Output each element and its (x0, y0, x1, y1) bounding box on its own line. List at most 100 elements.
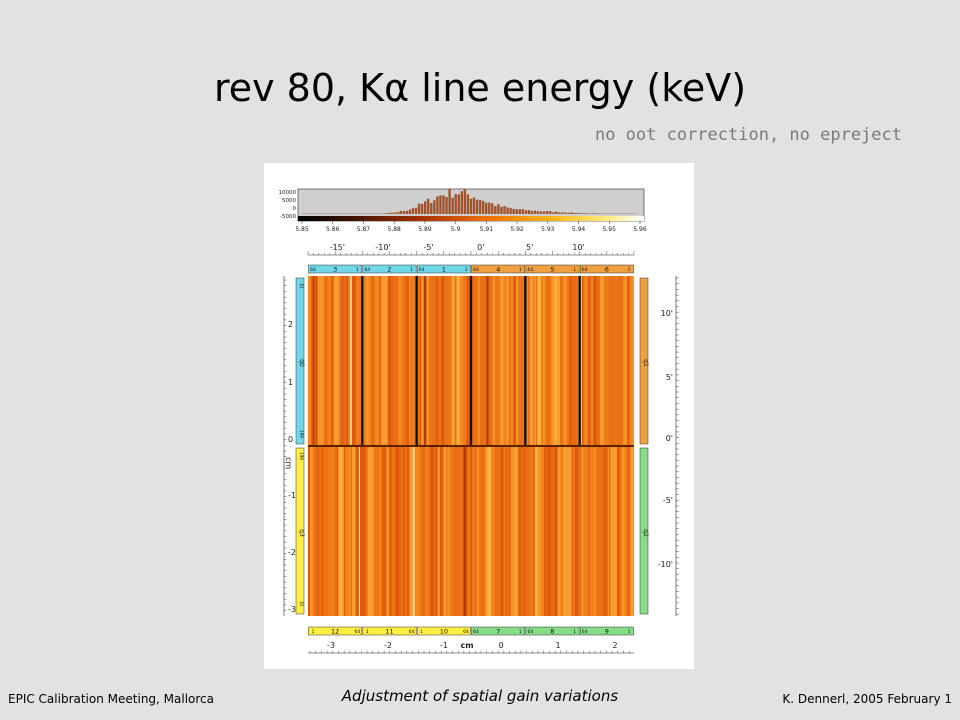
histogram-bar (448, 188, 451, 214)
gain-map-column (394, 276, 397, 446)
ccd-id: 3 (333, 266, 337, 274)
gain-map-column (320, 446, 324, 616)
gain-map-column (627, 276, 630, 446)
ccd-id: 9 (605, 628, 609, 636)
gain-map-column (583, 276, 585, 446)
gain-map-column (441, 276, 445, 446)
histogram-bar (503, 206, 506, 214)
left-cm-tick: 0 (288, 435, 293, 444)
gain-map-column (455, 276, 457, 446)
gain-map-column (548, 276, 552, 446)
bottom-cm-tick: -1 (440, 641, 448, 650)
gain-map-column (330, 276, 332, 446)
gain-map-column (359, 276, 362, 446)
ccd-label-strip (416, 264, 471, 274)
gain-map-column (431, 276, 436, 446)
gain-map-column (350, 446, 353, 616)
histogram-bar (549, 211, 552, 214)
gain-map-column (457, 446, 461, 616)
gain-map-column (444, 446, 447, 616)
gain-map-column (334, 276, 339, 446)
gain-map-column (324, 276, 328, 446)
top-arcmin-tick: 5' (526, 243, 533, 252)
left-quadrant-row-number: 01 (299, 283, 304, 289)
gain-map-column (376, 446, 379, 616)
gain-map-column (578, 446, 582, 616)
gain-map-column (550, 446, 555, 616)
gain-map-column (322, 276, 325, 446)
gain-map-column (352, 446, 356, 616)
gain-map-column (495, 276, 498, 446)
gain-map-column (391, 276, 395, 446)
gain-map-column (536, 276, 538, 446)
gain-map-column (466, 276, 470, 446)
histogram-bar (436, 196, 439, 214)
ccd-boundary-top (524, 276, 527, 446)
gain-map-column (351, 276, 356, 446)
left-axis-unit: cm (284, 457, 293, 469)
gain-map-column (621, 446, 625, 616)
histogram-bar (491, 203, 494, 214)
histogram-bar (509, 208, 512, 214)
gain-map-column (563, 276, 567, 446)
ccd-boundary-top (469, 276, 473, 446)
gain-map-column (492, 276, 495, 446)
gain-map-column (570, 276, 572, 446)
gain-map-column (562, 276, 565, 446)
energy-tick-label: 5.85 (295, 226, 309, 233)
gain-map-column (355, 276, 360, 446)
gain-map (308, 276, 635, 616)
right-arcmin-tick: -5' (663, 496, 673, 505)
histogram-bar (588, 213, 592, 214)
histogram-bar (579, 213, 582, 214)
gain-map-column (584, 276, 588, 446)
gain-map-column (605, 276, 610, 446)
gain-map-column (312, 446, 315, 616)
gain-map-column (417, 446, 421, 616)
histogram-bar (463, 189, 467, 214)
gain-map-column (327, 276, 331, 446)
ccd-left-column-number: 64 (310, 267, 316, 273)
gain-map-column (346, 276, 349, 446)
gain-map-column (437, 446, 440, 616)
gain-map-column (378, 446, 382, 616)
footer-topic: Adjustment of spatial gain variations (341, 687, 619, 705)
gain-map-column (398, 276, 402, 446)
gain-map-column (571, 276, 573, 446)
gain-map-column (405, 276, 410, 446)
gain-map-column (603, 276, 606, 446)
right-quadrant-strip (639, 447, 649, 615)
gain-map-column (419, 276, 422, 446)
gain-map-column (547, 446, 551, 616)
gain-map-column (497, 276, 501, 446)
gain-map-column (377, 276, 380, 446)
gain-map-column (348, 446, 351, 616)
ccd-left-column-number: 64 (582, 629, 588, 635)
gain-map-column (611, 276, 616, 446)
histogram-bar (576, 212, 579, 214)
gain-map-column (590, 446, 592, 616)
gain-map-column (425, 276, 428, 446)
ccd-right-column-number: 64 (409, 629, 415, 635)
gain-map-column (365, 446, 368, 616)
gain-map-column (565, 446, 568, 616)
histogram-bar (521, 208, 524, 214)
gain-map-column (343, 446, 346, 616)
gain-map-column (566, 276, 569, 446)
gain-map-column (559, 276, 563, 446)
gain-map-column (359, 446, 364, 616)
histogram-y-tick: 0 (293, 206, 297, 212)
bottom-cm-tick: -3 (327, 641, 335, 650)
ccd-boundary-top (361, 276, 364, 446)
gain-map-column (610, 446, 614, 616)
bottom-axis-unit: cm (460, 641, 473, 650)
energy-tick-label: 5.92 (510, 226, 524, 233)
gain-map-column (483, 276, 487, 446)
gain-map-column (560, 446, 563, 616)
gain-map-column (587, 446, 591, 616)
gain-map-column (442, 446, 445, 616)
ccd-right-column-number: 1 (356, 267, 359, 273)
gain-map-column (309, 446, 313, 616)
gain-map-column (447, 276, 452, 446)
left-quadrant-label: q0 (298, 359, 305, 367)
